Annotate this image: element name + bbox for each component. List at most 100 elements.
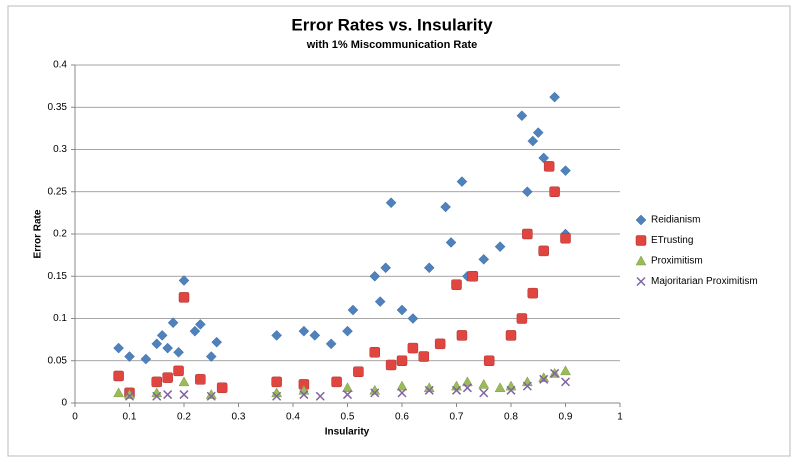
y-tick-label: 0.4 <box>53 60 67 71</box>
point <box>479 388 489 398</box>
legend-label: Proximitism <box>651 256 703 267</box>
y-tick-label: 0.05 <box>48 355 68 366</box>
point <box>396 304 408 316</box>
point <box>478 378 490 389</box>
point <box>456 330 468 341</box>
legend-label: Reidianism <box>651 215 700 226</box>
legend-label: Majoritarian Proximitism <box>651 276 758 287</box>
legend-marker <box>635 214 647 226</box>
point <box>445 237 457 248</box>
point <box>407 313 419 324</box>
point <box>195 374 206 385</box>
point <box>539 374 549 384</box>
point <box>560 232 571 244</box>
point <box>156 330 168 341</box>
legend-label: ETrusting <box>651 235 693 246</box>
y-tick-label: 0 <box>61 398 67 409</box>
chart-title: Error Rates vs. Insularity <box>291 15 493 34</box>
point <box>211 336 223 348</box>
point <box>271 376 282 388</box>
point <box>451 385 462 395</box>
point <box>440 201 451 213</box>
x-tick-label: 0.4 <box>286 412 300 423</box>
point <box>516 110 528 122</box>
point <box>151 338 163 350</box>
point <box>113 342 124 354</box>
point <box>369 347 380 358</box>
x-axis-label: Insularity <box>325 427 370 438</box>
point <box>178 275 190 286</box>
point <box>206 391 216 401</box>
legend-marker <box>636 276 646 287</box>
point <box>353 366 364 377</box>
point <box>140 353 152 365</box>
point <box>374 296 386 307</box>
point <box>505 330 517 341</box>
point <box>543 161 555 172</box>
x-tick-label: 0.8 <box>504 412 518 423</box>
point <box>298 325 310 337</box>
point <box>397 388 407 398</box>
legend-marker <box>635 255 647 266</box>
point <box>151 376 162 388</box>
point <box>424 385 434 395</box>
x-tick-label: 0.2 <box>177 412 191 423</box>
point <box>173 346 184 358</box>
point <box>299 390 309 400</box>
point <box>461 376 473 387</box>
point <box>331 376 342 388</box>
point <box>271 330 283 341</box>
point <box>216 382 228 394</box>
point <box>178 376 190 387</box>
point <box>494 382 506 393</box>
point <box>527 135 539 147</box>
point <box>380 262 392 274</box>
point <box>396 355 408 366</box>
point <box>272 391 282 401</box>
point <box>342 382 353 393</box>
point <box>124 391 135 401</box>
point <box>113 387 125 398</box>
point <box>456 176 468 187</box>
point <box>396 380 408 391</box>
point <box>347 304 359 316</box>
point <box>194 319 206 330</box>
point <box>385 359 397 371</box>
point <box>494 241 506 253</box>
point <box>407 342 419 354</box>
point <box>369 270 381 282</box>
point <box>521 186 533 198</box>
x-tick-label: 0 <box>72 412 78 423</box>
y-tick-label: 0.35 <box>48 102 68 113</box>
point <box>549 91 560 103</box>
point <box>152 391 162 401</box>
point <box>522 381 532 391</box>
point <box>189 325 201 337</box>
point <box>549 186 560 197</box>
point <box>462 383 472 393</box>
point <box>516 313 528 324</box>
y-tick-label: 0.15 <box>48 271 68 282</box>
point <box>205 351 217 362</box>
point <box>178 292 190 303</box>
point <box>167 317 179 329</box>
y-tick-label: 0.2 <box>53 229 67 240</box>
point <box>315 391 325 401</box>
point <box>173 365 184 377</box>
point <box>527 287 539 299</box>
point <box>309 330 321 341</box>
point <box>418 351 430 362</box>
point <box>434 338 446 350</box>
point <box>560 165 571 176</box>
point <box>478 253 490 265</box>
point <box>532 127 544 138</box>
point <box>370 388 380 398</box>
y-tick-label: 0.25 <box>48 186 68 197</box>
chart-frame <box>7 5 791 457</box>
point <box>163 390 173 400</box>
point <box>506 385 516 395</box>
legend-marker <box>635 235 647 246</box>
x-tick-label: 0.9 <box>559 412 573 423</box>
point <box>162 372 173 383</box>
